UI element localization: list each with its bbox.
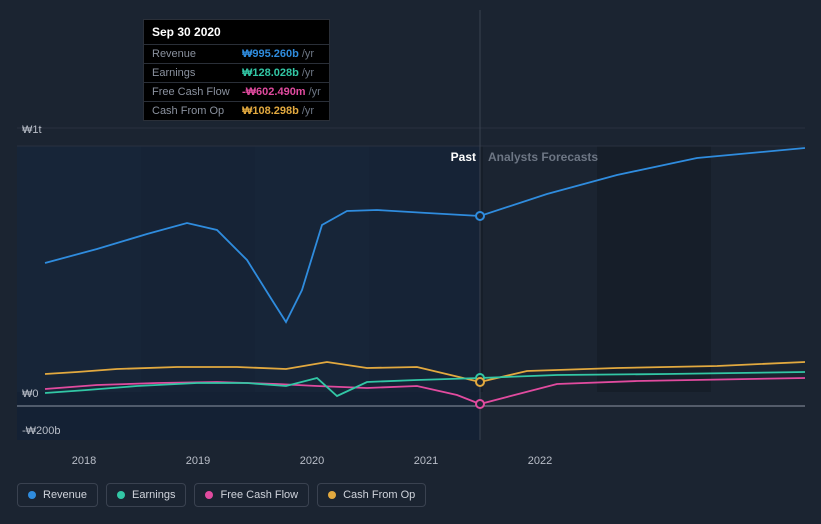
forecast-label: Analysts Forecasts: [488, 150, 598, 164]
tooltip-date: Sep 30 2020: [144, 20, 329, 45]
legend-label: Free Cash Flow: [220, 489, 298, 501]
tooltip-row-value: ₩108.298b: [242, 105, 299, 117]
legend-label: Earnings: [132, 489, 175, 501]
tooltip-row-label: Earnings: [152, 67, 242, 79]
y-tick-label: ₩0: [22, 388, 39, 400]
legend-item-free-cash-flow[interactable]: Free Cash Flow: [194, 483, 309, 507]
legend-dot-icon: [28, 491, 36, 499]
plot-area[interactable]: [17, 0, 805, 440]
legend-label: Revenue: [43, 489, 87, 501]
legend-dot-icon: [205, 491, 213, 499]
tooltip-row-unit: /yr: [302, 105, 314, 117]
legend-item-cash-from-op[interactable]: Cash From Op: [317, 483, 426, 507]
y-tick-label: ₩1t: [22, 124, 42, 136]
tooltip-row-unit: /yr: [302, 67, 314, 79]
financials-chart: ₩1t ₩0 -₩200b Past Analysts Forecasts 2018…: [0, 0, 821, 524]
legend-label: Cash From Op: [343, 489, 415, 501]
tooltip-row: Free Cash Flow-₩602.490m/yr: [144, 83, 329, 102]
tooltip-row-label: Cash From Op: [152, 105, 242, 117]
tooltip-row-label: Free Cash Flow: [152, 86, 242, 98]
tooltip-row-unit: /yr: [302, 48, 314, 60]
legend-item-revenue[interactable]: Revenue: [17, 483, 98, 507]
past-label: Past: [451, 150, 476, 164]
tooltip-row-value: -₩602.490m: [242, 86, 306, 98]
legend-dot-icon: [117, 491, 125, 499]
tooltip-row-value: ₩995.260b: [242, 48, 299, 60]
x-axis: 2018 2019 2020 2021 2022: [0, 455, 821, 469]
x-tick-label: 2022: [528, 455, 552, 467]
x-tick-label: 2019: [186, 455, 210, 467]
tooltip-row-unit: /yr: [309, 86, 321, 98]
y-tick-label: -₩200b: [22, 425, 61, 437]
x-tick-label: 2021: [414, 455, 438, 467]
x-tick-label: 2018: [72, 455, 96, 467]
tooltip: Sep 30 2020 Revenue₩995.260b/yrEarnings₩…: [143, 19, 330, 121]
legend: Revenue Earnings Free Cash Flow Cash From O…: [17, 483, 426, 507]
chart-svg: [17, 0, 805, 440]
tooltip-row-value: ₩128.028b: [242, 67, 299, 79]
tooltip-row: Earnings₩128.028b/yr: [144, 64, 329, 83]
tooltip-row: Cash From Op₩108.298b/yr: [144, 102, 329, 120]
legend-item-earnings[interactable]: Earnings: [106, 483, 186, 507]
legend-dot-icon: [328, 491, 336, 499]
tooltip-row-label: Revenue: [152, 48, 242, 60]
tooltip-row: Revenue₩995.260b/yr: [144, 45, 329, 64]
x-tick-label: 2020: [300, 455, 324, 467]
